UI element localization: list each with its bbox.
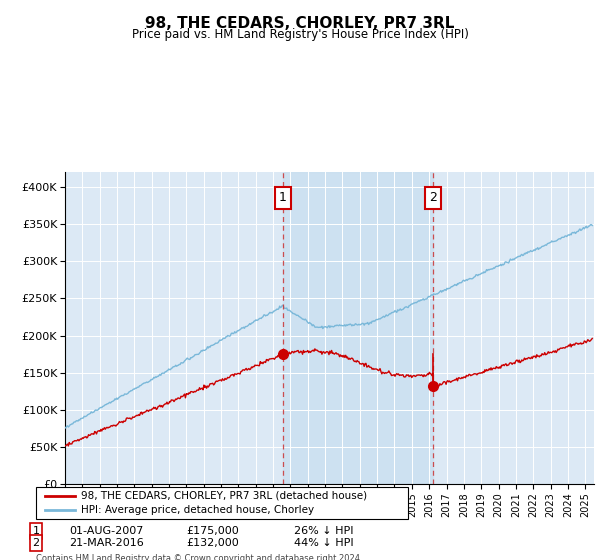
Text: £132,000: £132,000 <box>186 538 239 548</box>
Text: 2: 2 <box>429 192 437 204</box>
Text: HPI: Average price, detached house, Chorley: HPI: Average price, detached house, Chor… <box>81 505 314 515</box>
Text: 44% ↓ HPI: 44% ↓ HPI <box>294 538 353 548</box>
Text: 26% ↓ HPI: 26% ↓ HPI <box>294 526 353 536</box>
Bar <box>283 172 433 484</box>
Text: £175,000: £175,000 <box>186 526 239 536</box>
Text: 2: 2 <box>32 538 40 548</box>
Text: 21-MAR-2016: 21-MAR-2016 <box>69 538 144 548</box>
Text: Price paid vs. HM Land Registry's House Price Index (HPI): Price paid vs. HM Land Registry's House … <box>131 28 469 41</box>
Text: 98, THE CEDARS, CHORLEY, PR7 3RL: 98, THE CEDARS, CHORLEY, PR7 3RL <box>145 16 455 31</box>
Text: 98, THE CEDARS, CHORLEY, PR7 3RL (detached house): 98, THE CEDARS, CHORLEY, PR7 3RL (detach… <box>81 491 367 501</box>
Text: 01-AUG-2007: 01-AUG-2007 <box>69 526 143 536</box>
Text: 1: 1 <box>279 192 287 204</box>
Text: 1: 1 <box>32 526 40 536</box>
Text: Contains HM Land Registry data © Crown copyright and database right 2024.
This d: Contains HM Land Registry data © Crown c… <box>36 554 362 560</box>
